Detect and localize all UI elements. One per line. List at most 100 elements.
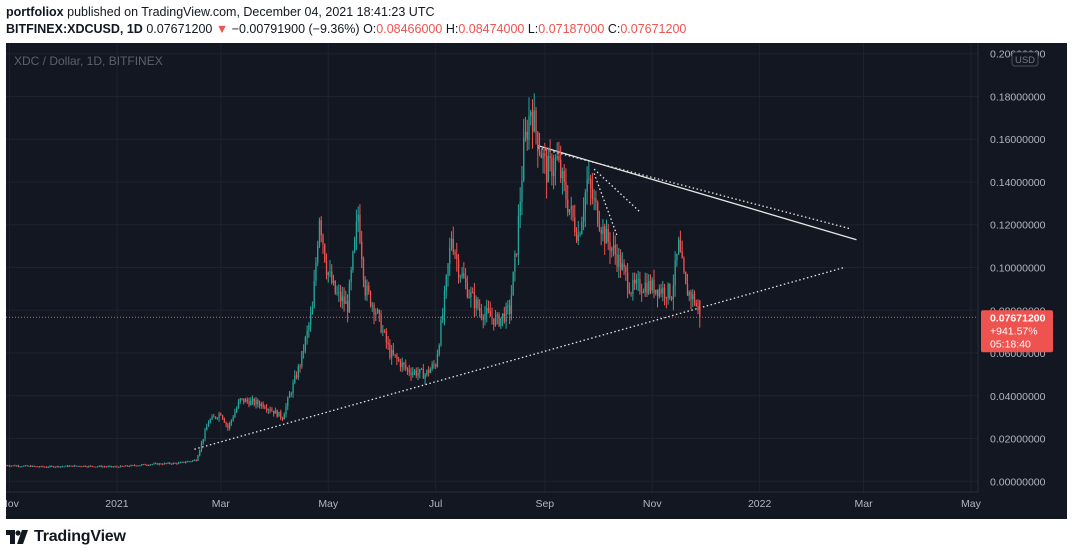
candle-body bbox=[625, 267, 627, 273]
candle-body bbox=[230, 420, 233, 423]
candle-body bbox=[21, 466, 23, 468]
candle-body bbox=[644, 282, 646, 293]
candle-body bbox=[329, 271, 331, 273]
candle-body bbox=[283, 414, 285, 420]
candle-body bbox=[75, 465, 78, 467]
candle-body bbox=[355, 221, 358, 239]
candle-body bbox=[535, 110, 537, 133]
candle-body bbox=[341, 296, 344, 302]
candle-body bbox=[368, 285, 370, 292]
candle-body bbox=[382, 330, 384, 333]
candle-body bbox=[545, 156, 548, 183]
candle-body bbox=[621, 263, 624, 270]
candle-body bbox=[459, 276, 462, 278]
candle-body bbox=[86, 466, 88, 468]
candle-body bbox=[313, 281, 315, 308]
candle-body bbox=[558, 155, 560, 161]
candle-body bbox=[204, 430, 206, 440]
candle-body bbox=[68, 465, 71, 467]
candle-body bbox=[591, 188, 594, 199]
candle-body bbox=[442, 314, 444, 321]
trendline[interactable] bbox=[593, 168, 641, 213]
candle-body bbox=[651, 279, 653, 291]
time-tick-label: 2022 bbox=[748, 498, 772, 510]
candle-body bbox=[487, 308, 490, 312]
trendline[interactable] bbox=[537, 147, 852, 230]
candle-body bbox=[234, 412, 236, 418]
candle-body bbox=[582, 211, 585, 222]
candle-body bbox=[595, 198, 597, 203]
candle-body bbox=[628, 289, 631, 294]
candle-body bbox=[58, 466, 60, 468]
candle-body bbox=[406, 368, 409, 370]
candle-body bbox=[322, 235, 324, 245]
candle-body bbox=[96, 466, 99, 468]
candle-body bbox=[338, 292, 340, 294]
candle-body bbox=[216, 417, 219, 419]
tradingview-logo[interactable]: TradingView bbox=[6, 528, 126, 546]
candle-body bbox=[274, 410, 277, 414]
candle-body bbox=[475, 299, 477, 309]
candle-body bbox=[31, 465, 34, 467]
trendline[interactable] bbox=[194, 266, 845, 450]
candle-body bbox=[345, 300, 347, 304]
tradingview-logo-icon bbox=[6, 530, 28, 544]
candle-body bbox=[482, 316, 484, 320]
candle-body bbox=[551, 157, 553, 177]
candle-body bbox=[428, 370, 430, 373]
candle-body bbox=[227, 424, 229, 429]
candle-body bbox=[408, 369, 410, 373]
candle-body bbox=[162, 464, 164, 466]
candle-body bbox=[359, 214, 361, 242]
price-tick-label: 0.16000000 bbox=[990, 134, 1046, 146]
publisher-line: portfoliox published on TradingView.com,… bbox=[6, 4, 1066, 21]
candle-body bbox=[269, 409, 271, 411]
candle-body bbox=[609, 241, 611, 252]
candle-body bbox=[278, 411, 280, 417]
candle-body bbox=[190, 461, 192, 463]
price-chart[interactable]: Nov2021MarMayJulSepNov2022MarMay 0.20000… bbox=[6, 43, 1067, 519]
candle-body bbox=[604, 226, 606, 244]
candle-body bbox=[348, 282, 351, 313]
candle-body bbox=[61, 466, 64, 468]
candle-body bbox=[253, 399, 255, 405]
candle-body bbox=[144, 464, 146, 466]
candle-body bbox=[672, 285, 675, 300]
candle-body bbox=[521, 180, 523, 202]
candle-body bbox=[243, 398, 245, 403]
candle-body bbox=[334, 280, 336, 294]
candle-body bbox=[565, 182, 567, 200]
candle-body bbox=[577, 234, 579, 241]
trendline[interactable] bbox=[537, 145, 857, 241]
trendline[interactable] bbox=[593, 173, 618, 236]
candle-body bbox=[6, 465, 7, 467]
candle-body bbox=[399, 360, 402, 368]
candle-body bbox=[325, 260, 328, 276]
symbol-name[interactable]: BITFINEX:XDCUSD, 1D bbox=[6, 22, 143, 36]
candle-body bbox=[347, 300, 349, 313]
candle-body bbox=[276, 410, 278, 417]
candle-body bbox=[590, 178, 592, 189]
candle-body bbox=[294, 375, 296, 383]
published-text: published on TradingView.com, December 0… bbox=[67, 5, 435, 19]
candle-body bbox=[630, 293, 632, 295]
candle-body bbox=[516, 253, 518, 255]
candle-body bbox=[538, 151, 541, 154]
candle-body bbox=[466, 282, 469, 298]
candle-body bbox=[438, 345, 440, 355]
candle-body bbox=[262, 403, 264, 408]
candle-body bbox=[662, 287, 664, 294]
candle-body bbox=[373, 304, 375, 315]
currency-badge[interactable]: USD bbox=[1011, 51, 1039, 67]
candle-body bbox=[380, 314, 382, 333]
low-value: 0.07187000 bbox=[538, 22, 605, 36]
candle-body bbox=[685, 272, 687, 285]
candle-body bbox=[648, 280, 650, 294]
chart-panel[interactable]: Nov2021MarMayJulSepNov2022MarMay 0.20000… bbox=[6, 43, 1067, 519]
candle-body bbox=[597, 202, 599, 225]
candle-body bbox=[517, 215, 520, 255]
publisher-name[interactable]: portfoliox bbox=[6, 5, 64, 19]
last-price-box: 0.07671200+941.57%05:18:40 bbox=[981, 310, 1053, 353]
candle-body bbox=[128, 466, 130, 468]
candle-body bbox=[186, 461, 189, 463]
